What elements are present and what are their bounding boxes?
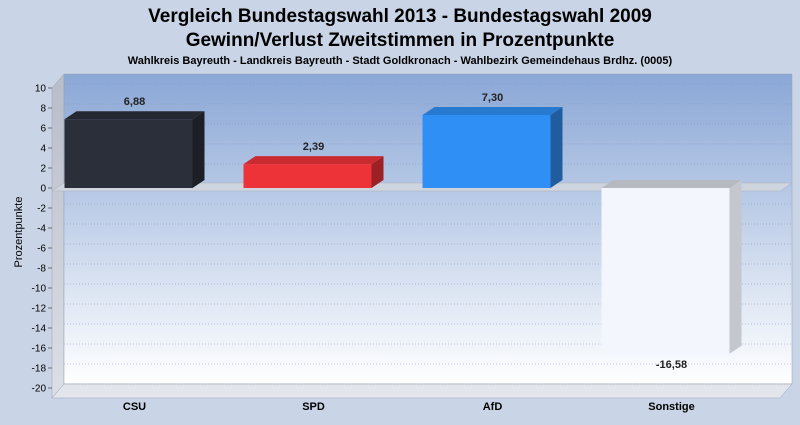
value-label-sonstige: -16,58 [656,359,687,371]
category-labels: CSU SPD AfD Sonstige [123,401,695,413]
y-tick-label: 2 [40,164,46,175]
y-tick-label: -14 [32,324,47,335]
bars [64,107,742,354]
y-tick-label: -18 [32,364,47,375]
bar-side [729,180,742,354]
bar-top [422,107,563,115]
category-label-sonstige: Sonstige [648,401,694,413]
chart-subtitle-location: Wahlkreis Bayreuth - Landkreis Bayreuth … [128,55,673,67]
y-tick-label: -2 [37,204,46,215]
y-tick-label: -16 [32,344,47,355]
category-label-afd: AfD [483,401,503,413]
y-tick-label: 0 [40,184,46,195]
y-tick-label: -12 [32,304,47,315]
chart-subtitle: Gewinn/Verlust Zweitstimmen in Prozentpu… [186,30,615,51]
bar-front [601,188,730,354]
y-tick-label: -4 [37,224,46,235]
y-tick-label: 6 [40,124,46,135]
bar-sonstige [601,180,742,354]
bar-top [64,111,205,120]
y-axis-label: Prozentpunkte [13,197,25,268]
y-tick-label: 10 [35,84,47,95]
y-axis-ticks: 10 8 6 4 2 0 -2 -4 -6 -8 -10 -12 -14 -16 -18 -20 [32,84,52,395]
y-tick-label: 4 [40,144,46,155]
bar-afd [422,107,563,188]
bar-front [64,119,193,188]
category-label-spd: SPD [302,401,325,413]
bar-side [550,107,563,188]
y-tick-label: -20 [32,384,47,395]
value-labels: 6,88 2,39 7,30 -16,58 [124,92,687,371]
bar-top [243,156,384,165]
value-label-afd: 7,30 [482,92,503,104]
y-tick-label: 8 [40,104,46,115]
value-label-spd: 2,39 [303,141,324,153]
y-tick-label: -8 [37,264,46,275]
chart-title: Vergleich Bundestagswahl 2013 - Bundesta… [148,6,652,27]
bar-side [371,156,384,188]
bar-front [422,115,551,188]
bar-top [601,180,742,188]
y-tick-label: -10 [32,284,47,295]
value-label-csu: 6,88 [124,96,145,108]
y-tick-label: -6 [37,244,46,255]
bar-spd [243,156,384,188]
bar-side [192,111,205,188]
bar-front [243,164,372,188]
bar-csu [64,111,205,188]
plot-floor [51,383,793,399]
category-label-csu: CSU [123,401,146,413]
plot-side-wall [51,73,65,399]
